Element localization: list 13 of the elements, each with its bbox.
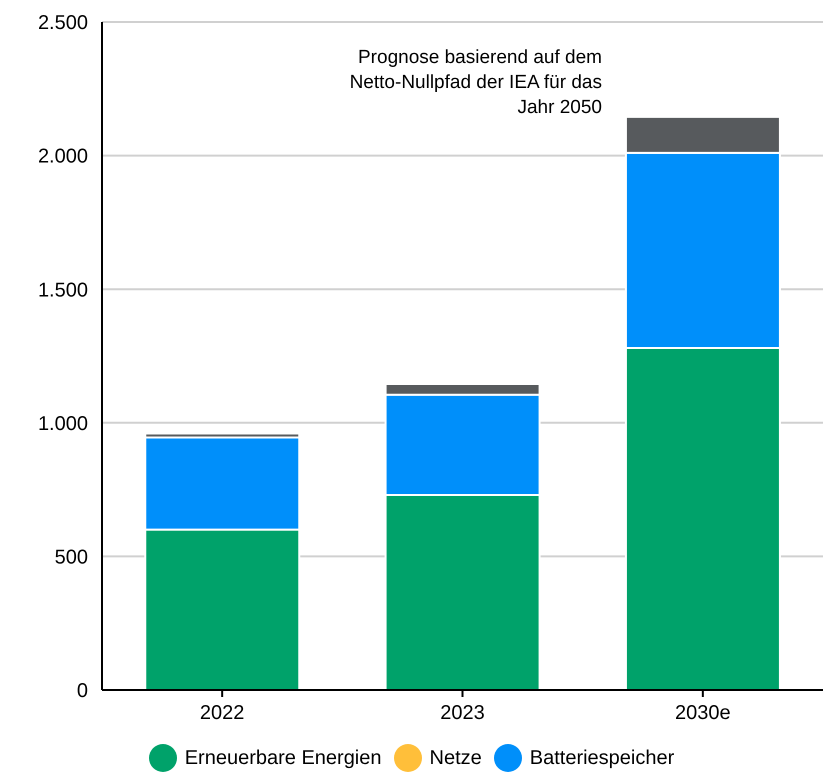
legend-label: Batteriespeicher <box>528 746 674 770</box>
y-tick-label: 2.000 <box>38 146 88 168</box>
y-tick-label: 2.500 <box>38 12 88 34</box>
y-tick-label: 1.500 <box>38 279 88 302</box>
legend-label: Netze <box>428 746 482 770</box>
y-tick-label: 0 <box>76 680 88 702</box>
annotation: Prognose basierend auf dem Netto-Nullpfad der IEA für das Jahr 2050 <box>348 46 602 120</box>
x-tick-label: 2023 <box>440 702 485 724</box>
y-tick-label: 1.000 <box>38 412 88 435</box>
y-tick-label: 500 <box>54 546 88 568</box>
x-tick-label: 2030e <box>675 702 731 724</box>
legend-label: Erneuerbare Energien <box>184 746 382 770</box>
x-tick-label: 2022 <box>200 702 244 724</box>
